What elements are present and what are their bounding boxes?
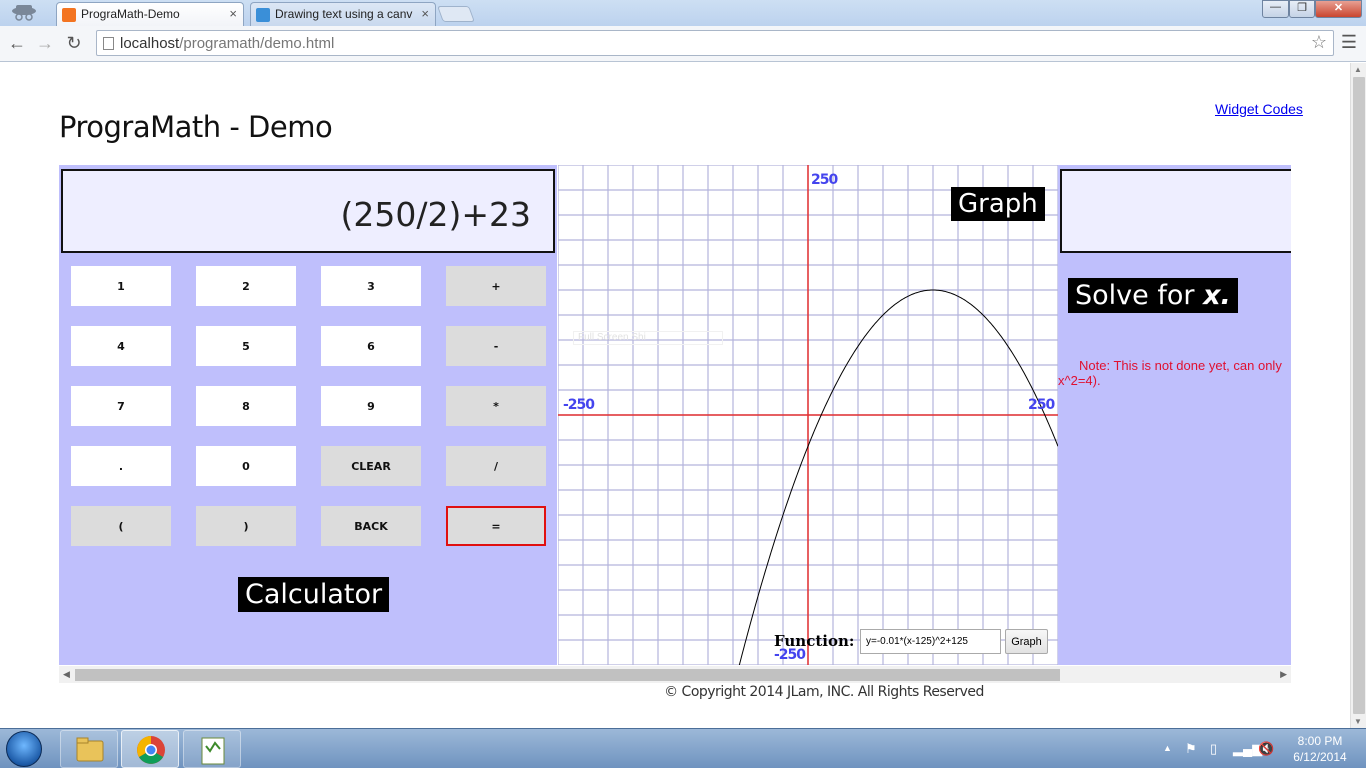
graph-button[interactable]: Graph: [1005, 629, 1048, 654]
graph-canvas[interactable]: [558, 165, 1058, 665]
tab-drawing-text[interactable]: Drawing text using a canv ×: [250, 2, 436, 26]
axis-label-right: 250: [1028, 397, 1055, 413]
axis-label-bottom: -250: [774, 647, 806, 663]
clock-time: 8:00 PM: [1297, 734, 1343, 748]
key-open-paren-button[interactable]: (: [71, 506, 171, 546]
bookmark-star-icon[interactable]: ☆: [1310, 32, 1327, 52]
clock-date: 6/12/2014: [1293, 750, 1347, 764]
close-tab-icon[interactable]: ×: [421, 6, 429, 21]
start-button[interactable]: [3, 729, 45, 769]
solver-panel: Solve for x. Note: This is not done yet,…: [1058, 165, 1291, 665]
back-arrow-icon[interactable]: ←: [8, 33, 26, 53]
tab-title: PrograMath-Demo: [81, 7, 180, 21]
key-back-button[interactable]: BACK: [321, 506, 421, 546]
show-hidden-icons-icon[interactable]: ▲: [1163, 743, 1172, 753]
graph-panel: Full Screen Shi 250 -250 -250 250 Graph …: [558, 165, 1058, 665]
key-2-button[interactable]: 2: [196, 266, 296, 306]
key-decimal-button[interactable]: .: [71, 446, 171, 486]
graph-label: Graph: [951, 187, 1045, 221]
close-tab-icon[interactable]: ×: [229, 6, 237, 21]
key-7-button[interactable]: 7: [71, 386, 171, 426]
url-text: localhost/programath/demo.html: [120, 35, 335, 52]
calculator-panel: (250/2)+23 1 2 3 +4 5 6- 7 8 9 *. 0 CLEAR / () BACK = C…: [59, 165, 557, 665]
tab-title: Drawing text using a canv: [275, 7, 413, 21]
function-curve: [738, 289, 1058, 665]
key-4-button[interactable]: 4: [71, 326, 171, 366]
solver-note: Note: This is not done yet, can only x^2…: [1058, 358, 1282, 388]
fullscreen-hint: Full Screen Shi: [573, 331, 723, 345]
copyright-text: © Copyright 2014 JLam, INC. All Rights R…: [664, 684, 984, 700]
key-clear-button[interactable]: CLEAR: [321, 446, 421, 486]
scroll-down-icon[interactable]: ▼: [1354, 717, 1362, 726]
new-tab-button[interactable]: [437, 6, 475, 22]
key-5-button[interactable]: 5: [196, 326, 296, 366]
key-close-paren-button[interactable]: ): [196, 506, 296, 546]
browser-titlebar: PrograMath-Demo × Drawing text using a c…: [0, 0, 1366, 26]
xampp-favicon-icon: [62, 8, 76, 22]
vertical-scrollbar[interactable]: ▲ ▼: [1350, 63, 1366, 728]
scroll-right-icon[interactable]: ▶: [1280, 669, 1287, 679]
windows-taskbar: ▲ ⚑ ▯ ▂▄▆ 🔇 8:00 PM 6/12/2014: [0, 728, 1366, 768]
axis-label-left: -250: [563, 397, 595, 413]
key-8-button[interactable]: 8: [196, 386, 296, 426]
network-signal-icon[interactable]: ▂▄▆: [1233, 741, 1263, 756]
close-window-button[interactable]: ✕: [1315, 0, 1362, 18]
blog-favicon-icon: [256, 8, 270, 22]
key-0-button[interactable]: 0: [196, 446, 296, 486]
scroll-thumb[interactable]: [1353, 77, 1365, 714]
widget-codes-link[interactable]: Widget Codes: [1215, 101, 1303, 117]
solver-display: [1060, 169, 1291, 253]
key-minus-button[interactable]: -: [446, 326, 546, 366]
function-label: Function:: [774, 632, 855, 650]
scroll-thumb[interactable]: [75, 669, 1060, 681]
function-input[interactable]: [860, 629, 1001, 654]
system-clock[interactable]: 8:00 PM 6/12/2014: [1288, 733, 1352, 765]
axis-label-top: 250: [811, 172, 838, 188]
chrome-menu-icon[interactable]: ☰: [1340, 32, 1358, 52]
key-divide-button[interactable]: /: [446, 446, 546, 486]
maximize-button[interactable]: ❐: [1289, 0, 1315, 18]
taskbar-chrome[interactable]: [121, 730, 179, 768]
folder-icon: [76, 737, 104, 762]
key-plus-button[interactable]: +: [446, 266, 546, 306]
key-6-button[interactable]: 6: [321, 326, 421, 366]
forward-arrow-icon[interactable]: →: [36, 33, 54, 53]
scroll-left-icon[interactable]: ◀: [63, 669, 70, 679]
key-3-button[interactable]: 3: [321, 266, 421, 306]
tab-programath-demo[interactable]: PrograMath-Demo ×: [56, 2, 244, 26]
chrome-icon: [137, 736, 165, 764]
notepad-plus-plus-icon: [201, 737, 225, 765]
key-multiply-button[interactable]: *: [446, 386, 546, 426]
calculator-label: Calculator: [238, 577, 390, 612]
taskbar-notepadpp[interactable]: [183, 730, 241, 768]
app-frame: (250/2)+23 1 2 3 +4 5 6- 7 8 9 *. 0 CLEAR / () BACK = C…: [59, 165, 1291, 665]
page-icon: [103, 37, 114, 50]
browser-toolbar: ← → ↻ localhost/programath/demo.html ☆ ☰: [0, 26, 1366, 62]
page-viewport: Widget Codes PrograMath - Demo (250/2)+2…: [0, 63, 1350, 728]
taskbar-explorer[interactable]: [60, 730, 118, 768]
key-equals-button[interactable]: =: [446, 506, 546, 546]
incognito-icon: [6, 2, 42, 24]
solver-label: Solve for x.: [1068, 278, 1238, 313]
battery-icon[interactable]: ▯: [1210, 741, 1218, 756]
address-bar[interactable]: localhost/programath/demo.html ☆: [96, 30, 1334, 56]
scroll-up-icon[interactable]: ▲: [1354, 65, 1362, 74]
reload-icon[interactable]: ↻: [66, 33, 82, 53]
key-1-button[interactable]: 1: [71, 266, 171, 306]
action-center-flag-icon[interactable]: ⚑: [1185, 741, 1197, 756]
windows-logo-icon: [6, 731, 42, 767]
minimize-button[interactable]: —: [1262, 0, 1289, 18]
calculator-display: (250/2)+23: [61, 169, 555, 253]
key-9-button[interactable]: 9: [321, 386, 421, 426]
volume-muted-icon[interactable]: 🔇: [1258, 741, 1275, 756]
page-title: PrograMath - Demo: [59, 110, 333, 144]
horizontal-scrollbar[interactable]: ◀ ▶: [59, 666, 1291, 683]
